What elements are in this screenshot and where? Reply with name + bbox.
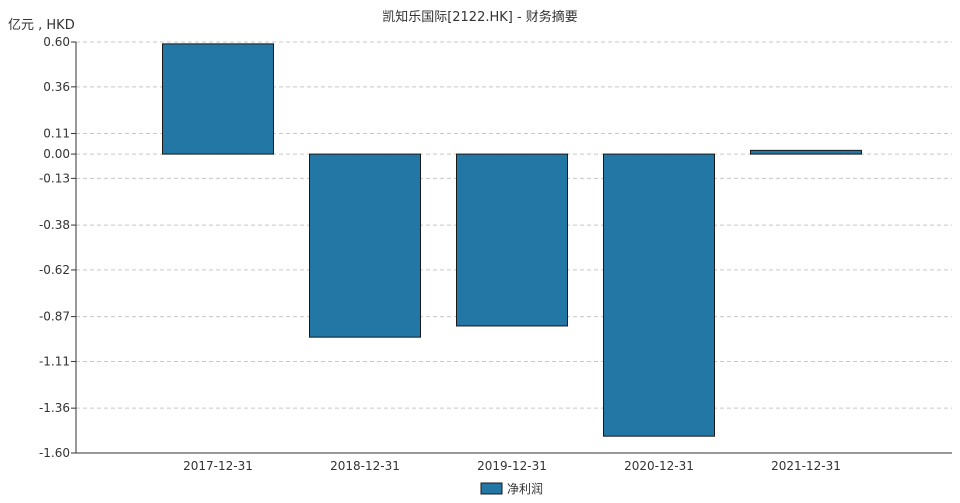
- y-tick-label-5: -0.38: [39, 218, 70, 232]
- legend-label: 净利润: [507, 482, 543, 496]
- y-tick-label-1: 0.36: [43, 80, 70, 94]
- y-tick-label-7: -0.87: [39, 310, 70, 324]
- tick-labels: 0.60 0.36 0.11 0.00 -0.13 -0.38 -0.62 -0.87 -1.1…: [39, 35, 841, 473]
- bars: [162, 43, 862, 437]
- axes: [75, 42, 952, 454]
- legend[interactable]: 净利润: [480, 482, 543, 496]
- y-tick-label-9: -1.36: [39, 401, 70, 415]
- y-tick-label-4: -0.13: [39, 171, 70, 185]
- x-tick-label-1: 2018-12-31: [330, 459, 400, 473]
- y-tick-label-2: 0.11: [43, 127, 70, 141]
- bar-2020-12-31[interactable]: [603, 153, 715, 437]
- y-tick-label-6: -0.62: [39, 263, 70, 277]
- bar-2019-12-31[interactable]: [456, 153, 568, 327]
- chart-title: 凯知乐国际[2122.HK] - 财务摘要: [382, 10, 578, 25]
- x-tick-label-3: 2020-12-31: [624, 459, 694, 473]
- x-tick-label-0: 2017-12-31: [183, 459, 253, 473]
- bar-2018-12-31[interactable]: [309, 153, 421, 338]
- x-tick-label-4: 2021-12-31: [771, 459, 841, 473]
- bar-2021-12-31[interactable]: [750, 149, 862, 155]
- y-tick-label-8: -1.11: [39, 354, 70, 368]
- y-tick-label-3: 0.00: [43, 147, 70, 161]
- y-tick-label-0: 0.60: [43, 35, 70, 49]
- y-tick-label-10: -1.60: [39, 446, 70, 460]
- legend-swatch: [480, 482, 503, 495]
- x-tick-label-2: 2019-12-31: [477, 459, 547, 473]
- y-axis-unit-label: 亿元 , HKD: [8, 18, 75, 33]
- bar-2017-12-31[interactable]: [162, 43, 274, 155]
